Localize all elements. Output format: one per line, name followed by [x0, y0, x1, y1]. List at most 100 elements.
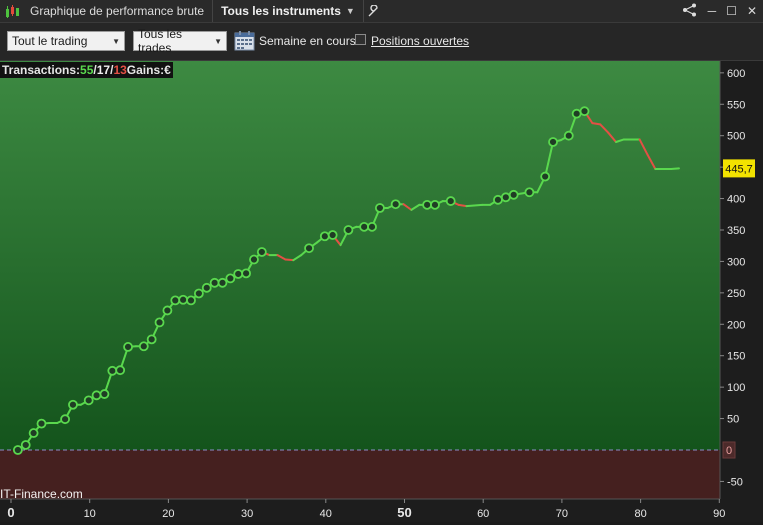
y-tick-label: 100: [727, 382, 745, 394]
tab-performance-chart[interactable]: Graphique de performance brute: [22, 0, 214, 22]
trade-marker[interactable]: [233, 269, 244, 279]
trade-marker[interactable]: [115, 365, 126, 376]
trade-marker[interactable]: [249, 254, 259, 265]
x-tick-label: 30: [241, 508, 253, 520]
trade-marker[interactable]: [524, 187, 535, 198]
trade-marker[interactable]: [304, 243, 314, 254]
trade-marker[interactable]: [107, 365, 118, 376]
wrench-icon[interactable]: [364, 0, 384, 22]
trade-marker[interactable]: [83, 395, 94, 406]
chevron-down-icon: ▼: [112, 36, 120, 46]
trade-marker[interactable]: [146, 334, 157, 345]
trade-marker[interactable]: [225, 273, 236, 284]
x-tick-label: 70: [556, 508, 568, 520]
calendar-icon[interactable]: [234, 30, 255, 51]
trade-marker[interactable]: [493, 194, 503, 205]
equity-segment: [670, 167, 680, 171]
trade-marker[interactable]: [91, 390, 102, 401]
trade-marker[interactable]: [571, 108, 582, 119]
losses-count: 13: [113, 63, 127, 77]
trade-marker[interactable]: [374, 203, 385, 213]
equity-segment: [473, 203, 484, 207]
y-tick-label: 350: [727, 225, 745, 237]
trade-marker[interactable]: [508, 189, 519, 200]
x-tick-label: 0: [7, 505, 14, 520]
y-tick-label: 550: [727, 99, 745, 111]
trade-marker[interactable]: [178, 294, 189, 305]
trade-marker[interactable]: [500, 192, 511, 203]
trade-marker[interactable]: [20, 440, 31, 450]
trade-marker[interactable]: [422, 199, 433, 210]
y-tick-label: 50: [727, 414, 739, 426]
y-tick-label: 200: [727, 319, 745, 331]
toolbar: Tout le trading ▼ Tous les trades ▼ Semain…: [0, 23, 763, 61]
trade-marker[interactable]: [367, 221, 377, 232]
zero-badge: [722, 441, 736, 459]
trade-marker[interactable]: [36, 418, 47, 429]
trade-marker[interactable]: [186, 295, 196, 306]
wins-count: 55: [80, 63, 94, 77]
period-label[interactable]: Semaine en cours: [259, 34, 356, 48]
trade-marker[interactable]: [540, 171, 551, 182]
equity-segment: [457, 203, 468, 208]
trade-marker[interactable]: [319, 231, 330, 242]
trade-marker[interactable]: [170, 295, 181, 306]
trade-marker[interactable]: [60, 414, 70, 425]
trade-marker[interactable]: [327, 230, 338, 240]
trades-filter-select[interactable]: Tous les trades ▼: [133, 27, 227, 55]
trade-marker[interactable]: [217, 277, 228, 288]
instruments-dropdown[interactable]: Tous les instruments ▼: [213, 0, 364, 22]
trade-marker[interactable]: [241, 268, 252, 279]
equity-segment: [292, 254, 303, 262]
equity-segment: [638, 138, 649, 156]
trade-marker[interactable]: [256, 247, 267, 257]
x-tick-label: 80: [634, 508, 646, 520]
maximize-icon[interactable]: ☐: [726, 4, 737, 18]
trade-marker[interactable]: [579, 106, 590, 117]
trade-marker[interactable]: [154, 317, 165, 328]
positive-zone: [0, 61, 720, 450]
trade-marker[interactable]: [445, 196, 456, 206]
equity-segment: [599, 123, 610, 134]
trade-marker[interactable]: [343, 225, 354, 235]
trade-marker[interactable]: [28, 428, 39, 438]
trading-filter-select[interactable]: Tout le trading ▼: [7, 31, 125, 51]
y-tick-label: -50: [727, 476, 743, 488]
trade-marker[interactable]: [193, 288, 204, 299]
trade-marker[interactable]: [123, 342, 133, 352]
close-icon[interactable]: ✕: [746, 4, 757, 18]
trade-marker[interactable]: [12, 445, 23, 455]
share-icon[interactable]: [682, 3, 698, 20]
trade-marker[interactable]: [548, 137, 558, 147]
transactions-label: Transactions:: [2, 63, 81, 77]
trade-marker[interactable]: [563, 130, 574, 141]
trade-marker[interactable]: [390, 199, 401, 210]
minimize-icon[interactable]: ─: [707, 4, 717, 18]
trade-marker[interactable]: [68, 399, 78, 410]
trade-marker[interactable]: [359, 221, 370, 232]
x-tick-label: 20: [162, 508, 174, 520]
title-bar: Graphique de performance brute Tous les …: [0, 0, 763, 23]
open-positions-checkbox[interactable]: [355, 34, 366, 45]
y-tick-label: 600: [727, 68, 745, 80]
trade-marker[interactable]: [99, 389, 110, 399]
y-tick-label: 500: [727, 131, 745, 143]
x-axis-panel: [0, 499, 763, 522]
currency-label: €: [164, 63, 171, 77]
trade-marker[interactable]: [430, 199, 440, 210]
trade-marker[interactable]: [138, 341, 149, 352]
y-tick-label: 400: [727, 194, 745, 206]
negative-zone: [0, 450, 720, 499]
equity-segment: [276, 254, 287, 261]
trade-marker[interactable]: [209, 277, 220, 288]
performance-chart[interactable]: 60055050045040035030025020015010050-50 0…: [0, 61, 763, 522]
trade-marker[interactable]: [201, 282, 212, 293]
equity-segment: [284, 258, 295, 262]
separator: /: [110, 63, 114, 77]
chart-candles-icon: [2, 0, 22, 22]
open-positions-label[interactable]: Positions ouvertes: [371, 34, 470, 48]
trade-marker[interactable]: [162, 305, 173, 316]
watermark: IT-Finance.com: [0, 487, 83, 501]
chart-svg: 60055050045040035030025020015010050-50 0…: [0, 61, 763, 522]
zero-label: 0: [726, 445, 732, 457]
